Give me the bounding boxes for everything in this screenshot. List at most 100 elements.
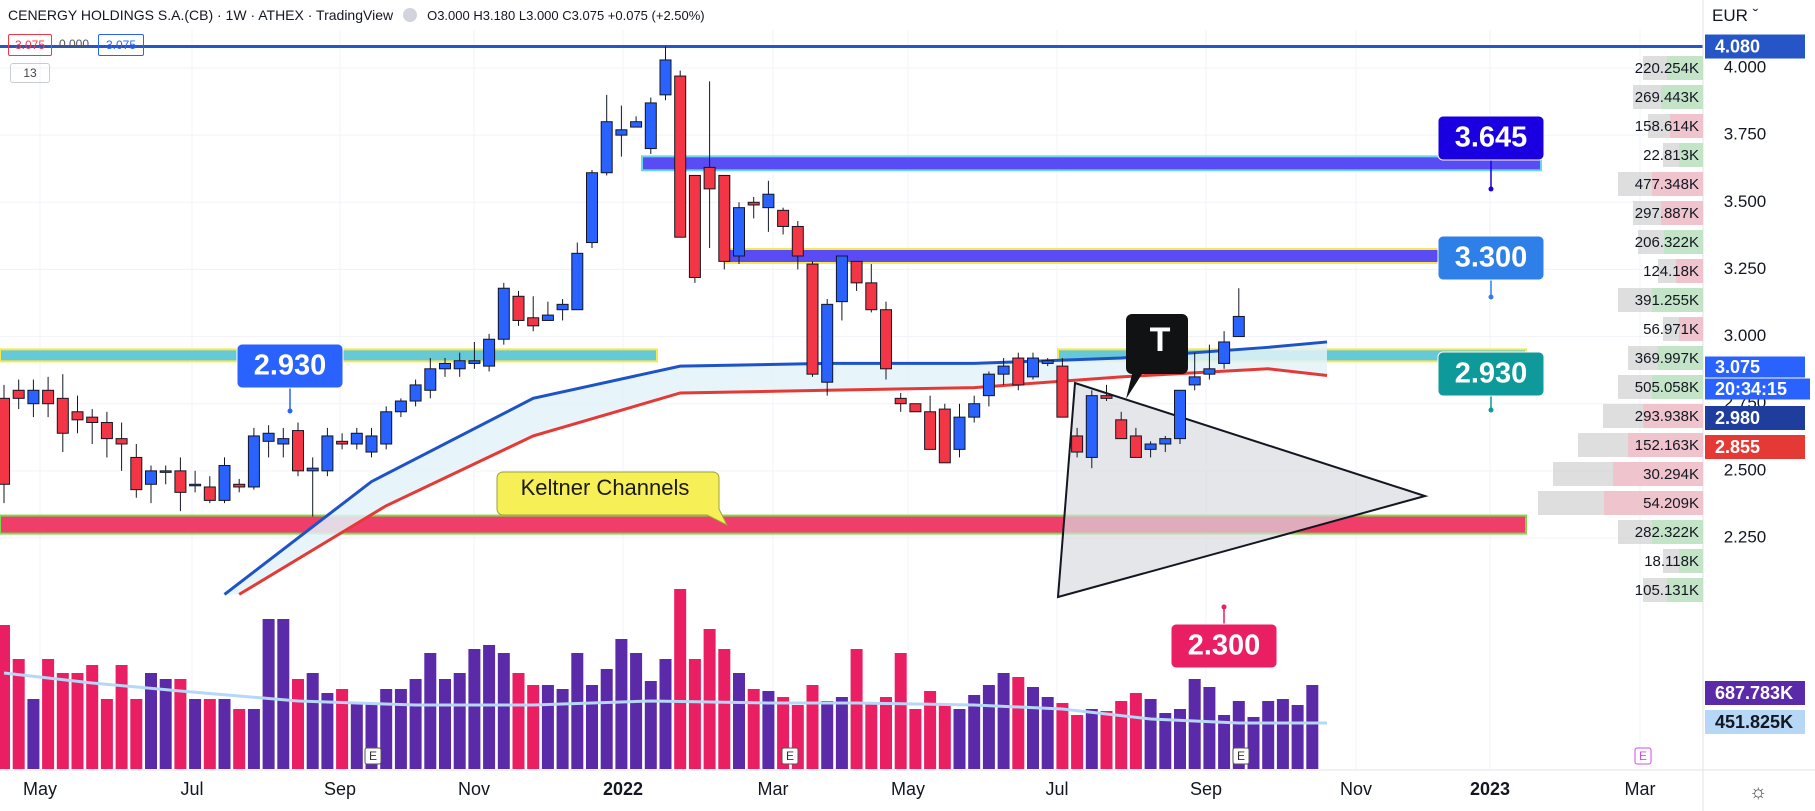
earnings-marker: E: [369, 749, 377, 763]
candle-body: [1027, 357, 1039, 378]
volume-bar: [145, 673, 157, 769]
zone-price-label-box: [1170, 623, 1278, 669]
candle-body: [571, 252, 584, 311]
volume-bar: [42, 659, 55, 769]
candle: [409, 379, 422, 407]
candle-body: [1129, 435, 1142, 458]
time-axis-tick: Nov: [1340, 779, 1372, 799]
candle: [924, 395, 937, 450]
candle-body: [453, 360, 466, 370]
volume-bar: [1262, 701, 1275, 769]
volume-bar: [1174, 709, 1186, 769]
candle-body: [644, 102, 657, 150]
ask-price-box[interactable]: 3.075: [98, 34, 144, 56]
volume-bar: [703, 629, 716, 769]
candle-body: [130, 456, 143, 491]
candle-body: [380, 411, 393, 445]
volume-bar: [394, 689, 407, 769]
candle: [630, 116, 643, 128]
candle-body: [42, 389, 55, 405]
volume-bar: [1306, 685, 1319, 769]
candle: [453, 352, 466, 377]
candle: [468, 341, 481, 369]
volume-bar: [688, 659, 701, 769]
volume-bar: [1291, 705, 1304, 769]
candle-body: [1144, 443, 1157, 450]
volume-bar: [233, 709, 246, 769]
candle: [203, 476, 216, 504]
currency-selector[interactable]: EUR ˇ: [1712, 6, 1758, 26]
candle: [145, 465, 157, 504]
candle: [424, 358, 437, 399]
candle: [791, 221, 804, 270]
candle-body: [468, 360, 481, 364]
candle: [365, 427, 378, 458]
chart-header: CENERGY HOLDINGS S.A.(CB) · 1W · ATHEX ·…: [0, 0, 705, 30]
candle-body: [439, 362, 451, 370]
volume-bar: [674, 589, 687, 769]
volume-bar: [997, 673, 1010, 769]
zone-price-label: 3.300: [1455, 242, 1528, 274]
visibility-toggle-icon[interactable]: [403, 8, 418, 22]
volume-bar: [821, 701, 834, 769]
time-axis-tick: Sep: [1190, 779, 1222, 799]
volume-profile-split: [1667, 578, 1703, 602]
indicator-length-badge[interactable]: 13: [10, 63, 50, 83]
zone-label-anchor-dot: [1221, 604, 1227, 610]
candle: [953, 403, 966, 458]
volume-profile-split: [1661, 201, 1703, 225]
currency-label: EUR: [1712, 6, 1748, 25]
candle-body: [1071, 435, 1084, 453]
volume-profile-label: 505.058K: [1635, 379, 1699, 396]
candle: [1144, 441, 1157, 458]
candle-body: [821, 303, 834, 383]
volume-bar: [586, 685, 598, 769]
candle-body: [924, 411, 937, 450]
candle-body: [600, 121, 613, 174]
candle: [336, 433, 349, 450]
candle: [189, 470, 202, 493]
earnings-marker: E: [1237, 749, 1245, 763]
volume-bar: [100, 699, 113, 769]
candles: [0, 46, 1245, 517]
time-axis-tick: Mar: [758, 779, 789, 799]
time-axis-tick: 2023: [1470, 779, 1510, 799]
candle: [703, 81, 716, 248]
candle: [1174, 389, 1186, 444]
volume-profile-split: [1670, 114, 1703, 138]
candle-body: [659, 59, 672, 96]
volume-bar: [541, 685, 554, 769]
candle: [865, 264, 878, 313]
candle: [880, 301, 892, 380]
settings-gear-icon[interactable]: ☼: [1749, 781, 1768, 803]
volume-profile-split: [1661, 85, 1703, 109]
volume-bar: [159, 679, 172, 769]
price-axis-tag-label: 687.783K: [1715, 683, 1793, 703]
volume-profile-label: 22.813K: [1643, 147, 1699, 164]
candle: [483, 333, 496, 372]
zone-price-label: 2.300: [1188, 630, 1261, 662]
candle: [0, 384, 10, 504]
symbol-title[interactable]: CENERGY HOLDINGS S.A.(CB) · 1W · ATHEX ·…: [8, 7, 394, 23]
candle: [27, 379, 40, 418]
candle: [1100, 384, 1113, 402]
candle: [262, 425, 275, 458]
bid-price-box[interactable]: 3.075: [8, 34, 52, 56]
candle: [1056, 358, 1069, 418]
volume-bar: [512, 673, 525, 769]
candle-body: [512, 295, 525, 321]
candle: [644, 97, 657, 154]
volume-bar: [806, 685, 819, 769]
volume-bar: [12, 659, 25, 769]
candle: [1071, 427, 1084, 458]
volume-profile-label: 124.18K: [1643, 263, 1699, 280]
candle-body: [615, 129, 628, 136]
price-axis-tag-label: 2.980: [1715, 408, 1760, 428]
candle-body: [1218, 341, 1231, 364]
candle-body: [27, 389, 40, 405]
candle-body: [703, 166, 716, 190]
price-axis-tag-label: 451.825K: [1715, 712, 1793, 732]
volume-profile-split: [1658, 346, 1703, 370]
candle-body: [497, 287, 510, 340]
